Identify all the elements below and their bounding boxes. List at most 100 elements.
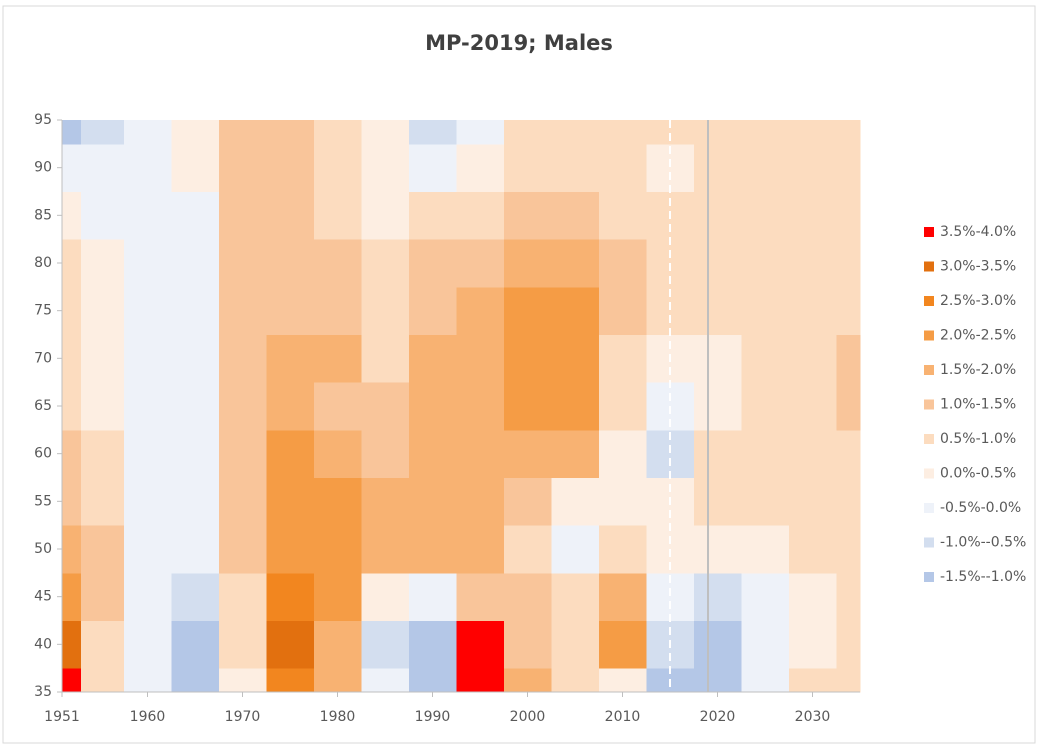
heat-cell <box>693 143 742 192</box>
heat-cell <box>361 120 410 145</box>
heat-cell <box>836 429 861 478</box>
heat-cell <box>598 382 647 431</box>
heat-cell <box>503 668 552 693</box>
heat-cell <box>171 668 220 693</box>
heat-cell <box>62 429 82 478</box>
heat-cell <box>408 143 457 192</box>
heat-cell <box>693 120 742 145</box>
heat-cell <box>81 286 125 335</box>
heat-cell <box>693 572 742 621</box>
heat-cell <box>123 429 172 478</box>
y-tick-label: 80 <box>34 255 52 271</box>
heat-cell <box>598 120 647 145</box>
heat-cell <box>62 668 82 693</box>
heat-cell <box>361 668 410 693</box>
heat-cell <box>741 429 790 478</box>
heat-cell <box>598 429 647 478</box>
heat-cell <box>266 572 315 621</box>
heat-cell <box>551 334 600 383</box>
heat-cell <box>62 572 82 621</box>
heat-cell <box>218 429 267 478</box>
heat-cell <box>123 120 172 145</box>
legend-label: -1.0%--0.5% <box>940 535 1026 551</box>
legend-label: 2.0%-2.5% <box>940 328 1016 344</box>
heat-cell <box>408 334 457 383</box>
heat-cell <box>551 525 600 574</box>
heat-cell <box>503 239 552 288</box>
heat-cell <box>361 286 410 335</box>
heat-cell <box>836 120 861 145</box>
heat-cell <box>741 191 790 240</box>
legend-swatch <box>924 468 934 479</box>
heat-cell <box>693 620 742 669</box>
heat-cell <box>218 620 267 669</box>
heat-cell <box>218 668 267 693</box>
heat-cell <box>551 191 600 240</box>
heat-cell <box>456 382 505 431</box>
heat-cell <box>266 239 315 288</box>
heat-cell <box>598 191 647 240</box>
y-tick-label: 50 <box>34 541 52 557</box>
legend-label: -1.5%--1.0% <box>940 569 1026 585</box>
heat-cell <box>62 239 82 288</box>
y-tick-label: 95 <box>34 112 52 128</box>
heat-cell <box>741 477 790 526</box>
heat-cell <box>836 525 861 574</box>
x-tick-label: 1990 <box>415 709 451 725</box>
heat-cell <box>836 668 861 693</box>
heat-cell <box>741 382 790 431</box>
heat-cell <box>456 334 505 383</box>
y-tick-label: 55 <box>34 493 52 509</box>
heat-cell <box>598 239 647 288</box>
heat-cell <box>598 477 647 526</box>
heat-cell <box>361 334 410 383</box>
heat-cell <box>361 620 410 669</box>
heat-cell <box>171 120 220 145</box>
heat-cell <box>313 382 362 431</box>
heat-cell <box>62 334 82 383</box>
heat-cell <box>693 525 742 574</box>
heat-cell <box>361 477 410 526</box>
heat-cell <box>788 572 837 621</box>
legend-label: 1.5%-2.0% <box>940 362 1016 378</box>
heat-cell <box>408 572 457 621</box>
heat-cell <box>551 143 600 192</box>
heat-cell <box>693 191 742 240</box>
heat-cell <box>408 239 457 288</box>
heat-cell <box>266 286 315 335</box>
heat-cell <box>218 525 267 574</box>
heat-cell <box>266 191 315 240</box>
heat-cell <box>741 143 790 192</box>
heat-cell <box>81 143 125 192</box>
heat-cell <box>408 668 457 693</box>
legend-swatch <box>924 503 934 513</box>
y-tick-label: 65 <box>34 398 52 414</box>
heat-cell <box>123 334 172 383</box>
heat-cell <box>266 620 315 669</box>
heat-cell <box>361 429 410 478</box>
heat-cell <box>81 239 125 288</box>
heat-cell <box>503 143 552 192</box>
heat-cell <box>598 572 647 621</box>
heat-cell <box>313 239 362 288</box>
heat-cell <box>503 286 552 335</box>
heat-cell <box>313 429 362 478</box>
heat-cell <box>551 572 600 621</box>
heat-cell <box>456 286 505 335</box>
heat-cell <box>266 120 315 145</box>
heat-cell <box>836 477 861 526</box>
y-tick-label: 40 <box>34 636 52 652</box>
heat-cell <box>836 239 861 288</box>
heat-cell <box>62 382 82 431</box>
legend-swatch <box>924 365 934 375</box>
heat-cell <box>503 429 552 478</box>
heat-cell <box>171 477 220 526</box>
heat-cell <box>408 429 457 478</box>
heat-cell <box>313 120 362 145</box>
chart-title: MP-2019; Males <box>425 31 613 55</box>
heat-cell <box>171 525 220 574</box>
heat-cell <box>788 334 837 383</box>
heat-cell <box>741 572 790 621</box>
heat-cell <box>62 286 82 335</box>
heat-cell <box>456 668 505 693</box>
